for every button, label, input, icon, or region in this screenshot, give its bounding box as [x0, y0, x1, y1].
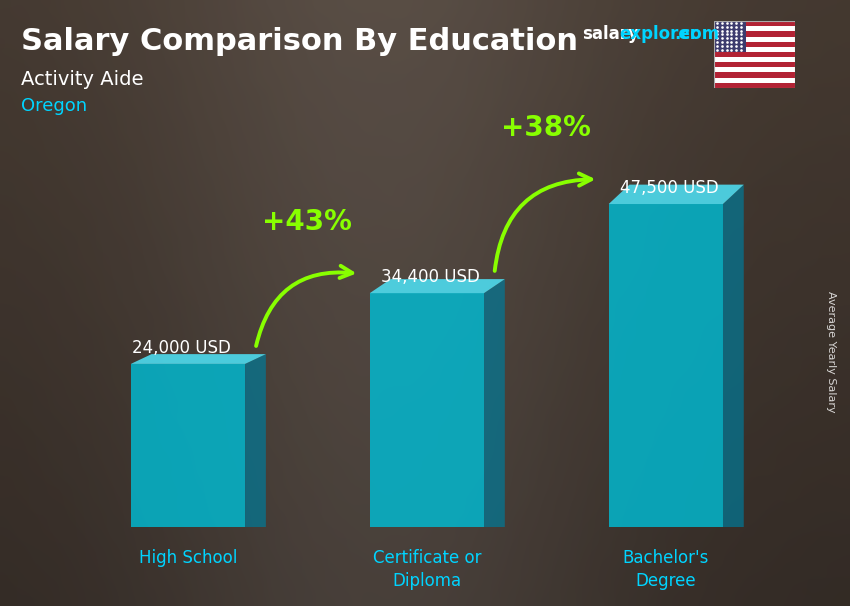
Text: 47,500 USD: 47,500 USD	[620, 179, 719, 197]
Bar	[714, 62, 795, 67]
Polygon shape	[609, 185, 744, 204]
Text: .com: .com	[674, 25, 719, 44]
Polygon shape	[131, 354, 266, 364]
Bar	[714, 73, 795, 78]
Bar	[714, 26, 795, 32]
Bar	[714, 42, 795, 47]
Bar	[714, 36, 795, 42]
Bar	[714, 83, 795, 88]
Polygon shape	[370, 293, 484, 527]
Bar	[714, 57, 795, 62]
Bar	[714, 21, 795, 26]
Text: +38%: +38%	[502, 114, 592, 142]
Text: Average Yearly Salary: Average Yearly Salary	[826, 291, 836, 412]
Polygon shape	[723, 185, 744, 527]
Text: 24,000 USD: 24,000 USD	[132, 339, 230, 357]
Text: Activity Aide: Activity Aide	[21, 70, 144, 88]
Bar	[714, 47, 795, 52]
Text: explorer: explorer	[619, 25, 698, 44]
Bar	[714, 32, 795, 36]
Polygon shape	[370, 279, 505, 293]
Text: +43%: +43%	[263, 208, 353, 236]
Polygon shape	[245, 354, 266, 527]
Text: 34,400 USD: 34,400 USD	[381, 268, 480, 287]
Polygon shape	[131, 364, 245, 527]
Polygon shape	[609, 204, 723, 527]
Text: Oregon: Oregon	[21, 97, 88, 115]
Bar	[714, 78, 795, 83]
Bar	[714, 21, 746, 52]
Bar	[714, 52, 795, 57]
Polygon shape	[484, 279, 505, 527]
Bar	[714, 67, 795, 73]
Text: Salary Comparison By Education: Salary Comparison By Education	[21, 27, 578, 56]
Text: salary: salary	[582, 25, 639, 44]
